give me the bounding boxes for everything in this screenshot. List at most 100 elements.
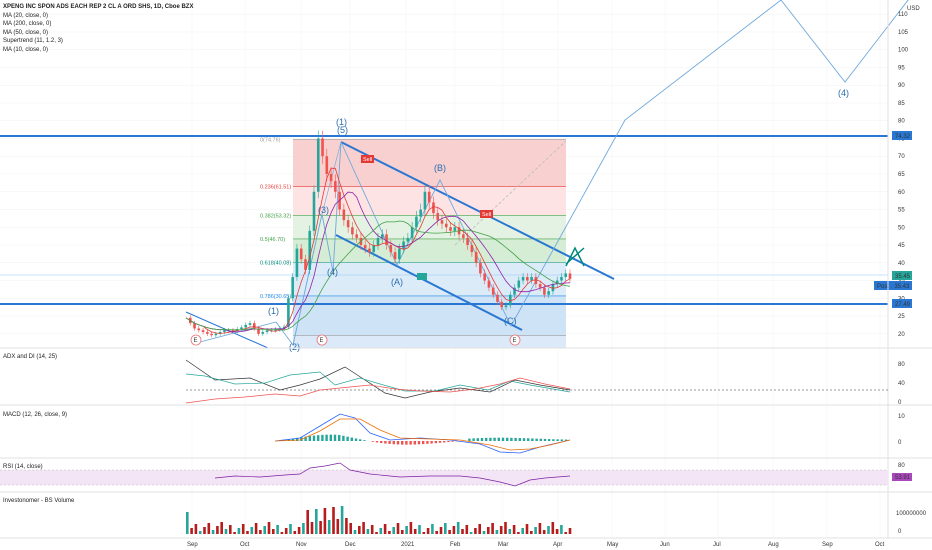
rsi-tick-80: 80: [898, 463, 905, 469]
indicator-ma50[interactable]: MA (50, close, 0): [3, 29, 49, 36]
macd-bar: [543, 438, 547, 441]
candle-body: [223, 330, 226, 333]
volume-bar: [216, 526, 219, 534]
macd-bar: [363, 440, 366, 441]
time-tick-10: Jul: [713, 542, 721, 548]
candle-body: [312, 191, 316, 231]
macd-bar: [405, 441, 408, 445]
macd-bar: [506, 437, 509, 441]
candle-body: [201, 330, 205, 333]
volume-bar: [198, 531, 202, 534]
candle-body: [462, 234, 465, 238]
macd-bar: [552, 439, 555, 441]
volume-bar: [439, 527, 443, 534]
symbol-title[interactable]: XPENG INC SPON ADS EACH REP 2 CL A ORD S…: [3, 4, 194, 10]
price-tick-65: 65: [898, 172, 905, 178]
candle-body: [363, 245, 367, 249]
volume-bar: [383, 524, 387, 534]
macd-bar: [371, 441, 374, 442]
macd-bar: [510, 437, 513, 441]
macd-bar: [296, 437, 299, 441]
ma-10-line: [185, 167, 571, 334]
volume-bar: [302, 523, 305, 534]
volume-bar: [340, 506, 344, 534]
indicator-supertrend[interactable]: Supertrend (11, 1.2, 3): [3, 38, 63, 45]
macd-bar: [560, 439, 563, 441]
candle-body: [240, 327, 243, 330]
macd-bar: [472, 438, 475, 441]
time-axis[interactable]: Sep Oct Nov Dec 2021 Feb Mar Apr May Jun Jul Aug Sep…: [187, 542, 885, 548]
candle-body: [248, 323, 252, 325]
macd-bar: [556, 439, 559, 441]
volume-bar: [542, 530, 546, 534]
price-tag-post: Post · 35.43: [877, 284, 910, 290]
macd-bar: [409, 441, 412, 445]
wave-label-2: (2): [289, 342, 300, 352]
candle-body: [316, 138, 320, 192]
adx-axis: 80 40 0: [898, 362, 905, 406]
volume-bar: [276, 525, 279, 534]
volume-bar: [246, 531, 249, 534]
wave-label-b: (B): [434, 163, 446, 173]
macd-bar: [522, 438, 526, 441]
volume-bar: [465, 525, 469, 534]
candle-body: [304, 259, 307, 270]
volume-bar: [211, 530, 215, 534]
volume-bar: [435, 531, 438, 534]
price-tag-resistance: 74.32: [895, 134, 911, 140]
indicator-ma200[interactable]: MA (200, close, 0): [3, 21, 52, 28]
volume-bar: [379, 528, 383, 534]
candle-body: [218, 332, 222, 334]
fib-label-0: 0(74.76): [260, 137, 281, 143]
indicator-ma10[interactable]: MA (10, close, 0): [3, 46, 49, 53]
volume-bar: [409, 522, 413, 534]
volume-bar: [345, 518, 348, 534]
candle-body: [543, 287, 546, 295]
volume-bar: [431, 524, 434, 534]
candle-body: [287, 298, 290, 327]
price-axis[interactable]: 2025303540455055606570758085909510010511…: [898, 12, 909, 338]
candle-body: [398, 248, 401, 260]
candle-body: [555, 280, 559, 285]
macd-bar: [485, 437, 488, 441]
candle-body: [530, 276, 533, 281]
volume-bar: [392, 527, 395, 534]
volume-bar: [474, 528, 477, 534]
volume-bar: [491, 523, 494, 534]
price-tick-45: 45: [898, 243, 905, 249]
macd-bar: [501, 437, 505, 441]
volume-bar: [478, 524, 481, 534]
volume-bar: [538, 523, 542, 534]
rsi-title: RSI (14, close): [3, 464, 43, 470]
time-tick-7: Apr: [553, 542, 562, 548]
candle-body: [453, 227, 457, 231]
macd-bar: [434, 441, 437, 444]
time-tick-8: May: [607, 542, 618, 548]
macd-bar: [308, 436, 311, 441]
volume-bar: [482, 531, 486, 534]
candle-body: [265, 330, 269, 333]
candle-body: [342, 209, 346, 221]
candle-body: [368, 248, 371, 253]
volume-bar: [289, 524, 292, 534]
volume-bar: [452, 526, 456, 534]
candle-body: [440, 220, 444, 224]
macd-bar: [338, 434, 341, 441]
volume-bar: [495, 530, 499, 534]
macd-bar: [384, 441, 387, 444]
volume-bar: [293, 531, 297, 534]
candle-body: [427, 191, 431, 203]
macd-pane: MACD (12, 26, close, 9) 10 0: [3, 412, 905, 454]
indicator-ma20[interactable]: MA (20, close, 0): [3, 12, 49, 19]
adx-pane: ADX and DI (14, 25) 80 40 0: [3, 354, 905, 406]
elliott-wave-early: [292, 141, 342, 346]
price-tick-90: 90: [898, 83, 905, 89]
volume-bar: [284, 528, 288, 534]
marker-e-2: E: [320, 338, 324, 344]
price-tick-40: 40: [898, 261, 905, 267]
volume-bar: [396, 523, 400, 534]
macd-bar: [413, 441, 416, 445]
macd-bar: [447, 441, 450, 443]
candle-body: [346, 220, 350, 228]
